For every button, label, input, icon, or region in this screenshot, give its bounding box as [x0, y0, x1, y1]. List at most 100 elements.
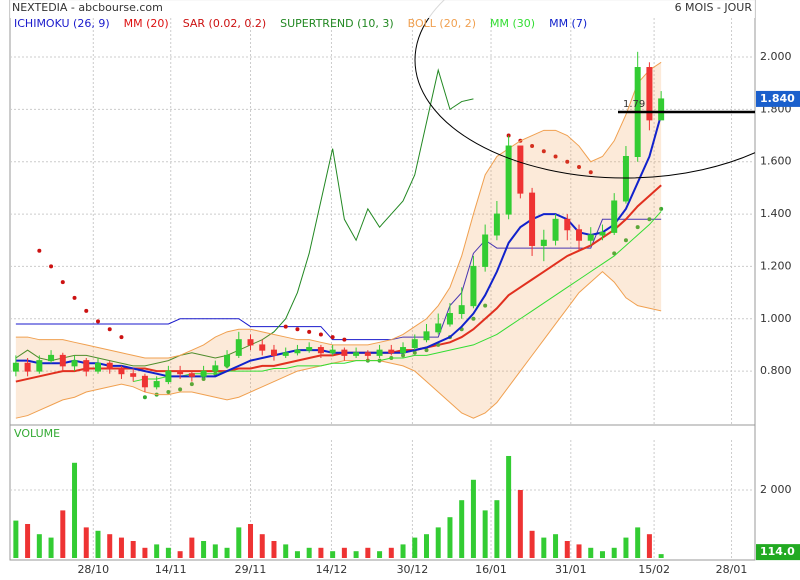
- candle-body: [611, 200, 618, 233]
- sar-dot: [647, 217, 652, 222]
- volume-bar: [118, 537, 124, 558]
- candle-body: [48, 354, 55, 362]
- candle-body: [282, 352, 289, 356]
- sar-dot: [412, 350, 417, 355]
- candle-body: [400, 347, 407, 354]
- volume-bar: [365, 547, 371, 558]
- sar-dot: [49, 264, 54, 269]
- indicator-line: [133, 211, 662, 383]
- sar-dot: [577, 164, 582, 169]
- volume-bar: [236, 527, 242, 558]
- candle-body: [177, 370, 184, 375]
- x-tick-label: 28/01: [716, 563, 748, 576]
- volume-bar: [83, 527, 89, 558]
- y-tick-label: 0.800: [760, 364, 792, 377]
- legend-bg: [10, 0, 755, 18]
- x-tick-label: 15/02: [638, 563, 670, 576]
- sar-dot: [659, 206, 664, 211]
- candle-body: [83, 360, 90, 372]
- volume-bar: [25, 523, 31, 558]
- volume-bar: [259, 534, 265, 558]
- candle-body: [259, 344, 266, 351]
- legend-entry: ICHIMOKU (26, 9): [14, 17, 110, 30]
- candle-body: [12, 362, 19, 372]
- chart-title: NEXTEDIA - abcbourse.com: [12, 1, 163, 14]
- candle-body: [411, 339, 418, 349]
- sar-dot: [72, 295, 77, 300]
- candle-body: [294, 349, 301, 354]
- x-tick-label: 31/01: [555, 563, 587, 576]
- bollinger-lower: [15, 270, 662, 419]
- sar-dot: [330, 335, 335, 340]
- candle-body: [376, 349, 383, 356]
- volume-bar: [541, 537, 547, 558]
- volume-bar: [482, 510, 488, 558]
- candle-body: [130, 373, 137, 377]
- candle-body: [646, 67, 653, 121]
- volume-bar: [48, 537, 54, 558]
- candle-body: [353, 352, 360, 356]
- candle-body: [329, 349, 336, 354]
- volume-bar: [658, 554, 664, 558]
- volume-bar: [13, 520, 19, 558]
- candle-body: [658, 98, 665, 121]
- volume-bar: [60, 510, 66, 558]
- volume-bar: [271, 540, 277, 558]
- candle-body: [224, 354, 231, 367]
- volume-bar: [330, 551, 336, 558]
- volume-bar: [294, 551, 300, 558]
- volume-bar: [353, 551, 359, 558]
- candle-body: [247, 339, 254, 346]
- sar-dot: [483, 303, 488, 308]
- y-tick-label: 1.200: [760, 259, 792, 272]
- volume-bar: [95, 530, 101, 558]
- volume-bar: [635, 527, 641, 558]
- candle-body: [188, 373, 195, 377]
- volume-bar: [177, 551, 183, 558]
- candle-body: [212, 365, 219, 372]
- candle-body: [24, 362, 31, 372]
- volume-bar: [646, 534, 652, 558]
- volume-bar: [36, 534, 42, 558]
- y-tick-label: 2.000: [760, 50, 792, 63]
- candle-body: [153, 381, 160, 388]
- candle-body: [446, 313, 453, 325]
- volume-bar: [142, 547, 148, 558]
- candle-body: [552, 218, 559, 241]
- sar-dot: [95, 319, 100, 324]
- volume-bar: [564, 540, 570, 558]
- volume-bar: [154, 544, 160, 558]
- sar-dot: [541, 149, 546, 154]
- volume-bar: [506, 455, 512, 558]
- sar-dot: [318, 332, 323, 337]
- candle-body: [341, 349, 348, 356]
- volume-bar: [588, 547, 594, 558]
- last-volume-label: 114.0: [760, 545, 795, 558]
- x-tick-label: 14/11: [155, 563, 187, 576]
- volume-bar: [529, 530, 535, 558]
- sar-dot: [178, 387, 183, 392]
- volume-bar: [423, 534, 429, 558]
- candle-body: [505, 145, 512, 215]
- candle-body: [306, 347, 313, 351]
- candle-body: [423, 331, 430, 341]
- candle-body: [94, 362, 101, 372]
- volume-bar: [447, 517, 453, 558]
- price-plot: [10, 18, 755, 425]
- volume-bar: [470, 479, 476, 558]
- volume-bar: [130, 540, 136, 558]
- volume-bar: [283, 544, 289, 558]
- sar-dot: [635, 225, 640, 230]
- sar-dot: [60, 280, 65, 285]
- volume-bar: [318, 547, 324, 558]
- candle-body: [200, 370, 207, 377]
- volume-bar: [599, 551, 605, 558]
- sar-dot: [612, 251, 617, 256]
- sar-dot: [553, 154, 558, 159]
- sar-dot: [424, 348, 429, 353]
- x-tick-label: 16/01: [475, 563, 507, 576]
- candle-body: [317, 347, 324, 354]
- volume-bar: [400, 544, 406, 558]
- volume-bar: [377, 551, 383, 558]
